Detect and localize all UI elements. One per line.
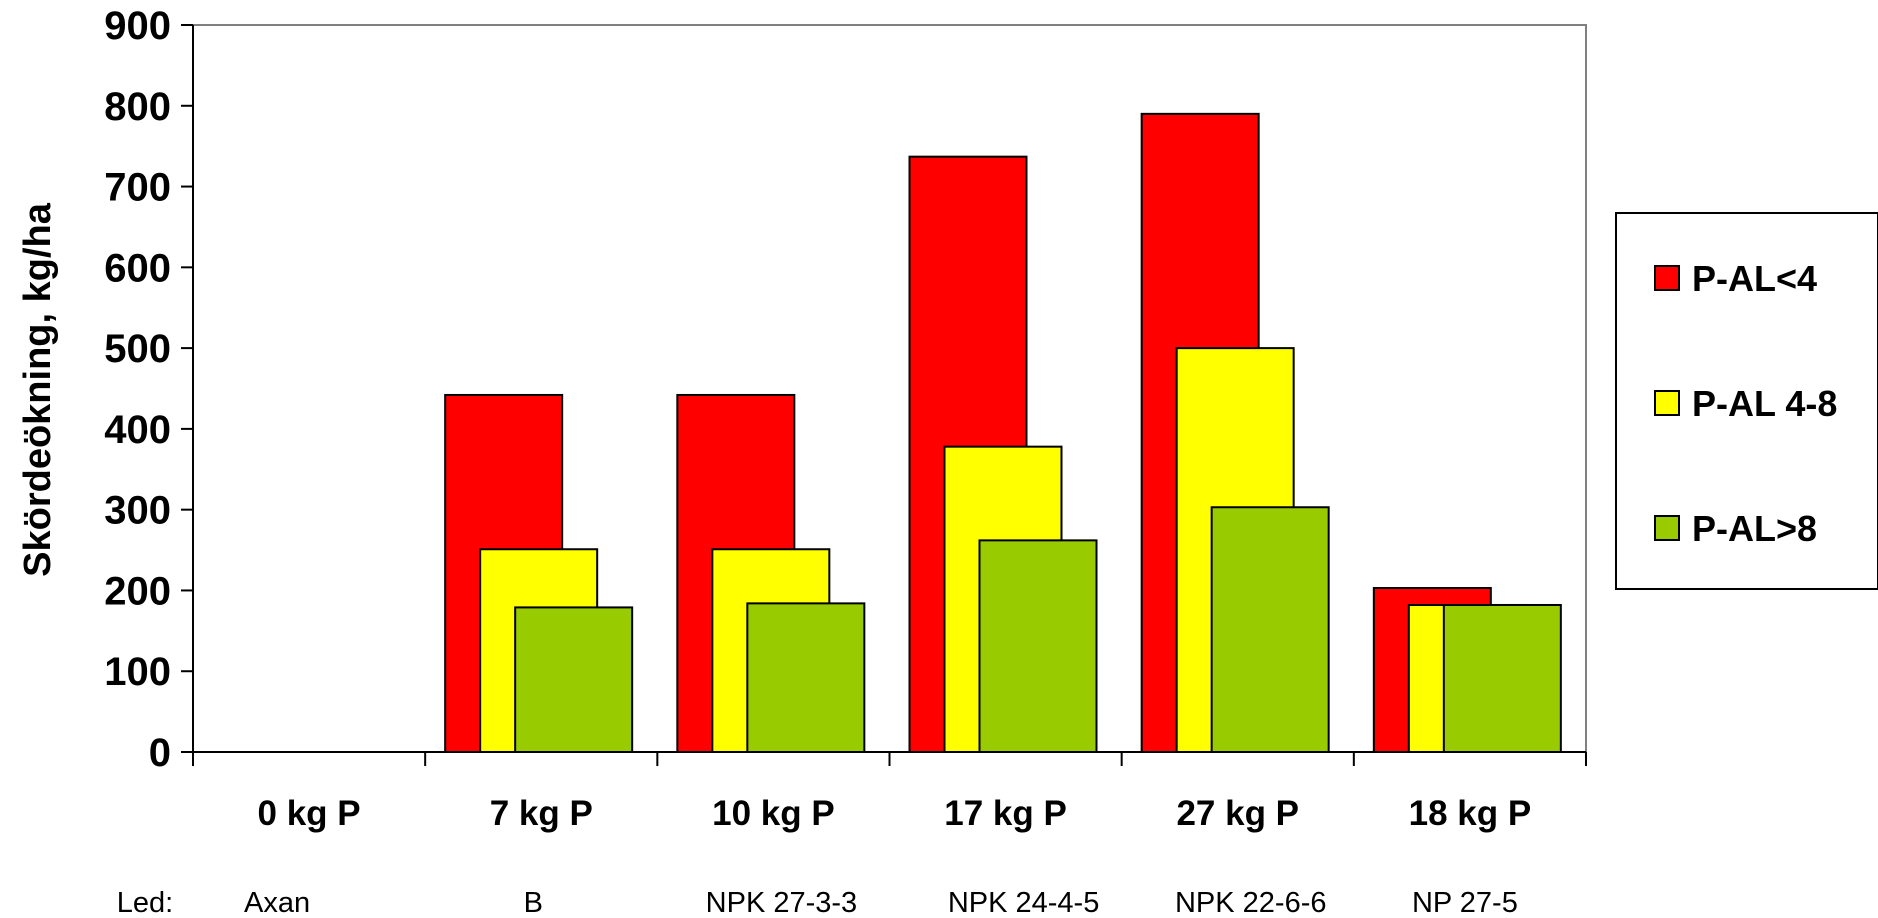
y-tick-label: 100	[104, 650, 171, 694]
legend-swatch	[1654, 390, 1680, 416]
x-sub-label: Axan	[244, 887, 310, 918]
legend: P-AL<4 P-AL 4-8 P-AL>8	[1615, 212, 1878, 590]
y-tick-label: 800	[104, 85, 171, 129]
bar	[514, 606, 634, 753]
y-axis-title: Skördeökning, kg/ha	[17, 202, 59, 577]
legend-entry-label: P-AL>8	[1692, 508, 1817, 549]
x-sub-label: NPK 27-3-3	[706, 887, 858, 918]
bar	[746, 602, 866, 753]
x-category-label: 18 kg P	[1409, 794, 1532, 833]
x-category-label: 7 kg P	[490, 794, 593, 833]
y-tick-label: 400	[104, 408, 171, 452]
legend-entry-label: P-AL 4-8	[1692, 383, 1837, 424]
x-sub-label: NP 27-5	[1412, 887, 1518, 918]
y-tick-label: 600	[104, 246, 171, 290]
bar	[1442, 603, 1562, 753]
x-sub-label: B	[524, 887, 543, 918]
plot-frame	[192, 24, 1587, 753]
bar	[1210, 506, 1330, 754]
x-category-label: 0 kg P	[258, 794, 361, 833]
y-tick-label: 500	[104, 327, 171, 371]
bars	[444, 112, 1562, 754]
y-tick-label: 300	[104, 489, 171, 533]
plot-area	[192, 24, 1587, 753]
y-tick-label: 200	[104, 569, 171, 613]
x-category-label: 10 kg P	[712, 794, 835, 833]
x-category-label: 27 kg P	[1176, 794, 1299, 833]
legend-swatch	[1654, 265, 1680, 291]
y-tick-label: 700	[104, 166, 171, 210]
led-prefix-label: Led:	[117, 887, 173, 918]
x-axis: 0 kg P 7 kg P 10 kg P 17 kg P 27 kg P 18 kg P…	[117, 751, 1587, 918]
x-sub-label: NPK 24-4-5	[948, 887, 1100, 918]
legend-swatch	[1654, 515, 1680, 541]
x-sub-label: NPK 22-6-6	[1175, 887, 1327, 918]
y-axis: 0 100 200 300 400 500 600 700 800 900	[104, 4, 194, 775]
y-tick-label: 0	[149, 731, 171, 775]
x-category-label: 17 kg P	[944, 794, 1067, 833]
bar	[978, 539, 1098, 754]
y-tick-label: 900	[104, 4, 171, 48]
legend-entry-label: P-AL<4	[1692, 258, 1817, 299]
